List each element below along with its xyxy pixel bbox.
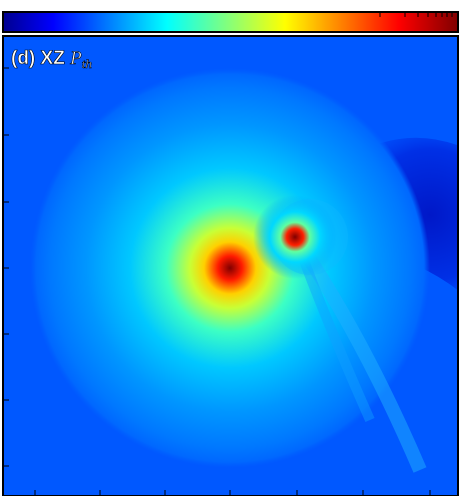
label-text: (d) XZ: [11, 48, 65, 69]
colorbar-ticks: [379, 12, 453, 17]
axis-ticks: [3, 67, 431, 496]
quantity: P: [69, 48, 82, 69]
colorbar: [2, 11, 459, 33]
subscript: th: [82, 56, 92, 71]
panel-label: (d) XZ Pth: [11, 48, 92, 71]
frame: [2, 35, 459, 496]
image: [3, 36, 458, 496]
